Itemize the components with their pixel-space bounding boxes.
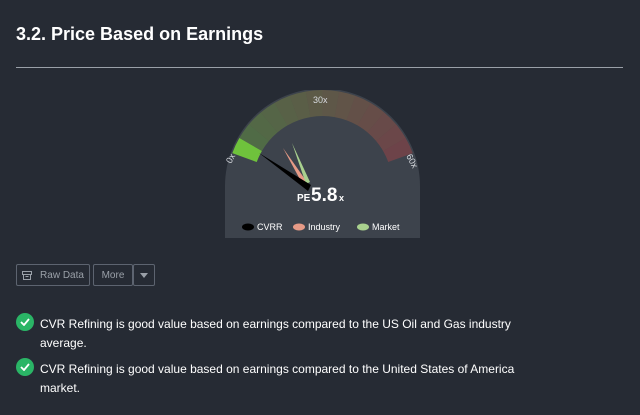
gauge-band-segment <box>289 91 311 121</box>
legend-cvrr-label: CVRR <box>257 222 283 232</box>
industry-marker <box>283 148 307 185</box>
gauge-body <box>225 90 420 238</box>
gauge-band-segment <box>334 91 356 121</box>
gauge-band-segment <box>305 90 323 118</box>
gauge-band-segment <box>346 95 371 126</box>
gauge-band-segment <box>376 124 406 151</box>
checkmark-icon <box>16 358 34 376</box>
more-label: More <box>101 269 125 281</box>
pe-suffix: x <box>339 193 344 203</box>
gauge-band-segment <box>383 138 413 163</box>
check-item-industry: CVR Refining is good value based on earn… <box>16 313 520 353</box>
gauge-band-segment <box>367 112 397 142</box>
gauge-mid-label: 30x <box>313 95 328 105</box>
legend-industry-label: Industry <box>308 222 341 232</box>
more-button[interactable]: More <box>93 264 133 286</box>
gauge-band-segment <box>260 102 288 133</box>
gauge-band-segment <box>357 102 385 133</box>
legend-industry-swatch <box>293 223 305 231</box>
gauge-legend: CVRR Industry Market <box>242 222 400 232</box>
caret-down-icon <box>140 270 148 281</box>
gauge-band-segment <box>239 124 269 151</box>
pe-gauge: 0x 30x 60x PE 5.8 x CVRR Industry Market <box>224 90 420 238</box>
raw-data-button[interactable]: Raw Data <box>16 264 90 286</box>
gauge-band-segment <box>232 138 262 163</box>
pe-prefix: PE <box>297 193 311 204</box>
checkmark-icon <box>16 313 34 331</box>
gauge-band-segment <box>274 95 299 126</box>
section-title: 3.2. Price Based on Earnings <box>16 24 264 44</box>
title-divider <box>16 67 623 68</box>
more-dropdown-toggle[interactable] <box>133 264 155 286</box>
legend-market-label: Market <box>372 222 400 232</box>
pe-value: 5.8 <box>311 185 337 206</box>
legend-market-swatch <box>357 223 369 231</box>
gauge-band-segment <box>322 90 340 118</box>
gauge-band <box>232 90 413 163</box>
archive-icon <box>22 270 33 280</box>
market-marker <box>292 143 310 184</box>
legend-cvrr-swatch <box>242 223 254 231</box>
raw-data-label: Raw Data <box>40 269 84 281</box>
check-text: CVR Refining is good value based on earn… <box>40 317 511 350</box>
check-text: CVR Refining is good value based on earn… <box>40 362 515 395</box>
gauge-band-segment <box>248 112 278 142</box>
cvrr-needle <box>259 153 311 191</box>
check-item-market: CVR Refining is good value based on earn… <box>16 358 520 398</box>
